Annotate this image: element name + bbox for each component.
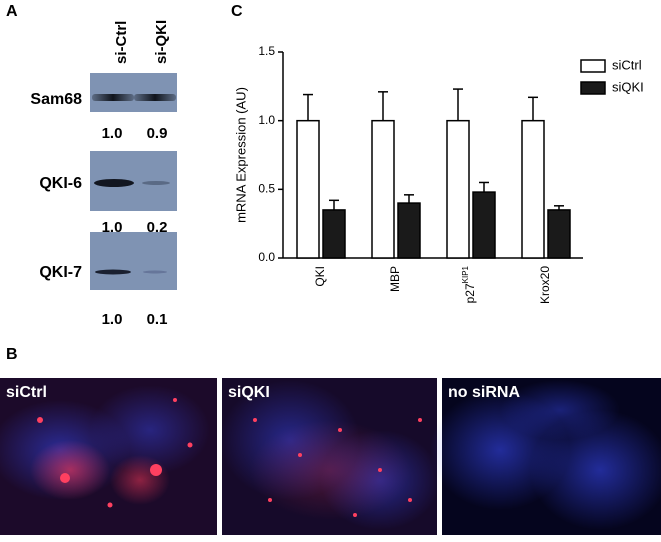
- blot-band: [143, 270, 167, 274]
- blot-image: [90, 232, 177, 290]
- micrograph: [0, 378, 217, 535]
- bar: [472, 191, 496, 259]
- bar: [322, 209, 346, 259]
- quantification: 1.0: [102, 125, 123, 142]
- y-tick-label: 0.0: [258, 250, 275, 264]
- bar: [371, 119, 395, 259]
- legend-label: siQKI: [612, 79, 644, 94]
- blot-band: [134, 94, 176, 101]
- category-text: MBP: [388, 266, 402, 292]
- blot-band: [142, 181, 170, 185]
- category-text: p27: [463, 283, 477, 303]
- y-tick-label: 1.5: [258, 44, 275, 58]
- legend-label: siCtrl: [612, 57, 642, 72]
- category-text: Krox20: [538, 266, 552, 304]
- blot-band: [94, 179, 134, 187]
- x-tick-label: MBP: [388, 266, 402, 292]
- quantification: 0.2: [147, 219, 168, 236]
- x-tick-label: p27KIP1: [461, 265, 477, 303]
- column-header: si-QKI: [153, 20, 170, 64]
- image-label: siQKI: [228, 384, 270, 401]
- blot-image: [90, 73, 177, 112]
- axis-title: mRNA Expression (AU): [233, 87, 248, 223]
- micrograph: [430, 378, 661, 535]
- bar: [547, 209, 571, 259]
- image-label: no siRNA: [448, 384, 520, 401]
- quantification: 0.9: [147, 125, 168, 142]
- quantification: 1.0: [102, 219, 123, 236]
- quantification: 0.1: [147, 311, 168, 328]
- category-superscript: KIP1: [461, 265, 470, 283]
- image-label: siCtrl: [6, 384, 47, 401]
- column-header: si-Ctrl: [113, 21, 130, 64]
- blot-name: QKI-6: [39, 175, 82, 192]
- micrograph: [220, 378, 440, 535]
- blot-name: QKI-7: [39, 264, 82, 281]
- legend-swatch: [580, 81, 606, 95]
- x-tick-label: QKI: [313, 266, 327, 287]
- category-text: QKI: [313, 266, 327, 287]
- y-tick-label: 0.5: [258, 182, 275, 196]
- panel-label: C: [231, 3, 243, 20]
- quantification: 1.0: [102, 311, 123, 328]
- x-tick-label: Krox20: [538, 266, 552, 304]
- bar: [397, 202, 421, 259]
- bar: [446, 119, 470, 259]
- legend-swatch: [580, 59, 606, 73]
- panel-label: B: [6, 346, 18, 363]
- y-tick-label: 1.0: [258, 113, 275, 127]
- bar: [296, 119, 320, 259]
- blot-band: [92, 94, 134, 101]
- panel-label: A: [6, 3, 18, 20]
- blot-band: [95, 269, 131, 275]
- blot-name: Sam68: [30, 91, 82, 108]
- bar: [521, 119, 545, 259]
